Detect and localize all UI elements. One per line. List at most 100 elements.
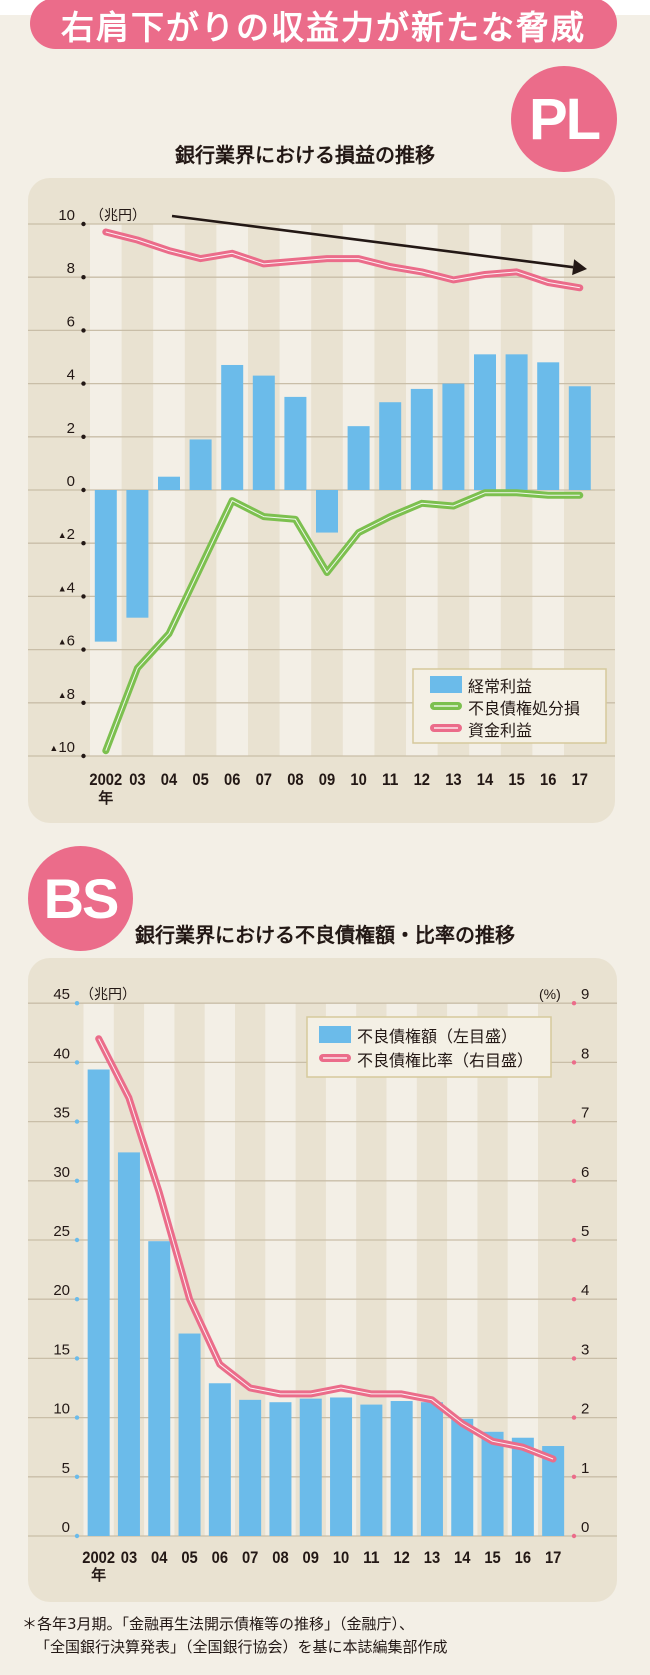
bar-11 (379, 402, 402, 490)
x-tick-label: 03 (129, 770, 145, 789)
y-unit-label: （兆円） (90, 208, 146, 224)
x-tick-label: 13 (424, 1548, 440, 1567)
tick-dot (74, 1001, 80, 1006)
tick-dot (74, 1178, 80, 1184)
headline-banner: 右肩下がりの収益力が新たな脅威 (30, 0, 617, 49)
x-tick-label: 06 (212, 1548, 228, 1567)
line-highlight (105, 231, 580, 289)
arrow-shaft (171, 214, 574, 269)
x-tick-label: 16 (540, 770, 556, 789)
y-right-tick-label: 7 (581, 1105, 589, 1122)
x-tick-label: 17 (572, 770, 588, 789)
y-right-tick-label: 8 (581, 1045, 589, 1062)
tick-dot (81, 541, 86, 546)
y-right-tick-label: 2 (581, 1401, 589, 1418)
tick-dot (81, 381, 86, 386)
bar-series-ordinary-profit (94, 354, 591, 642)
x-tick-label: 09 (303, 1548, 319, 1567)
x-tick-label: 05 (181, 1548, 197, 1567)
tick-dot (81, 594, 86, 599)
x-tick-label: 08 (272, 1548, 288, 1567)
x-tick-label: 09 (319, 770, 335, 789)
y-right-tick-label: 9 (581, 986, 589, 1003)
legend-swatch-bar (430, 676, 462, 693)
y-right-unit-label: (%) (539, 986, 561, 1002)
bar-2002 (94, 490, 117, 642)
y-axis-left: 45 40 35 30 25 20 15 10 5 0 （兆円） (53, 986, 136, 1539)
line-series-npl-ratio (95, 1035, 557, 1463)
legend-item-ordinary-profit: 経常利益 (430, 676, 532, 696)
tick-dot (571, 1178, 577, 1184)
x-tick-label: 08 (287, 770, 303, 789)
x-tick-label: 04 (161, 770, 178, 789)
y-axis-left: 10 8 6 4 2 0 ▲2 ▲4 ▲6 ▲8 ▲10 （兆円） (49, 207, 146, 759)
tick-dot (74, 1297, 80, 1302)
footnote-line-2: 「全国銀行決算発表」（全国銀行協会）を基に本誌編集部作成 (35, 1638, 448, 1656)
y-tick-label: ▲8 (58, 686, 75, 703)
tick-dot (81, 647, 86, 652)
y-right-tick-label: 6 (581, 1164, 589, 1181)
tick-dot (81, 275, 86, 280)
x-tick-label: 17 (545, 1548, 561, 1567)
legend-label: 不良債権処分損 (468, 699, 580, 718)
x-tick-label: 04 (151, 1548, 168, 1567)
y-tick-label: 20 (53, 1282, 70, 1299)
legend-label: 資金利益 (468, 721, 532, 740)
x-tick-label: 2002 (89, 770, 122, 789)
bar-03 (126, 490, 149, 618)
bar-series-npl-amount (87, 1069, 565, 1536)
legend-swatch-bar (319, 1026, 351, 1043)
pl-chart: 10 8 6 4 2 0 ▲2 ▲4 ▲6 ▲8 ▲10 （兆円） 2002 03 04 05 06 07 08 09… (28, 207, 615, 807)
x-tick-label: 2002 (82, 1548, 115, 1567)
tick-dot (74, 1119, 80, 1124)
bar-17 (568, 386, 591, 490)
y-right-tick-label: 3 (581, 1341, 589, 1358)
x-tick-label: 16 (515, 1548, 531, 1567)
y-unit-label: （兆円） (80, 987, 136, 1003)
bar-09 (299, 1398, 322, 1536)
x-tick-label: 07 (242, 1548, 258, 1567)
tick-dot (571, 1297, 577, 1302)
y-tick-label: 10 (53, 1401, 70, 1418)
tick-dot (571, 1533, 577, 1539)
pl-badge: PL (511, 66, 617, 172)
bar-16 (537, 362, 560, 490)
bar-07 (252, 375, 275, 490)
legend: 不良債権額（左目盛） 不良債権比率（右目盛） (306, 1016, 552, 1078)
bar-08 (284, 396, 307, 490)
bar-10 (330, 1397, 353, 1536)
bar-03 (117, 1152, 140, 1536)
y-tick-label: 40 (53, 1045, 70, 1062)
x-tick-label: 06 (224, 770, 240, 789)
tick-dot (81, 221, 86, 227)
bar-08 (269, 1402, 292, 1536)
x-tick-label: 15 (508, 770, 524, 789)
tick-dot (81, 753, 86, 759)
bar-15 (505, 354, 528, 490)
x-tick-label: 11 (382, 770, 398, 789)
legend-item-npl-disposal-loss: 不良債権処分損 (430, 699, 580, 718)
tick-dot (81, 487, 86, 493)
y-right-tick-label: 0 (581, 1519, 589, 1536)
line-highlight (98, 1038, 554, 1460)
line-highlight (105, 492, 580, 751)
bar-13 (442, 383, 465, 490)
bar-09 (316, 490, 338, 533)
line-series-npl-disposal-loss (102, 489, 584, 755)
bar-06 (221, 364, 244, 490)
bar-06 (208, 1383, 231, 1536)
y-tick-label: 2 (67, 420, 75, 437)
y-tick-label: 10 (58, 207, 75, 224)
tick-dot (74, 1060, 80, 1065)
tick-dot (571, 1474, 577, 1480)
bar-12 (390, 1401, 413, 1536)
tick-dot (571, 1060, 577, 1065)
tick-dot (74, 1533, 80, 1539)
y-tick-label: 4 (67, 367, 75, 384)
bs-chart-panel: 45 40 35 30 25 20 15 10 5 0 （兆円） 9 8 7 6 5 4 3 2 1 0 (%) 2002 0… (28, 958, 617, 1602)
bar-17 (542, 1446, 565, 1536)
tick-dot (74, 1237, 80, 1243)
x-unit-label: 年 (91, 1566, 106, 1584)
